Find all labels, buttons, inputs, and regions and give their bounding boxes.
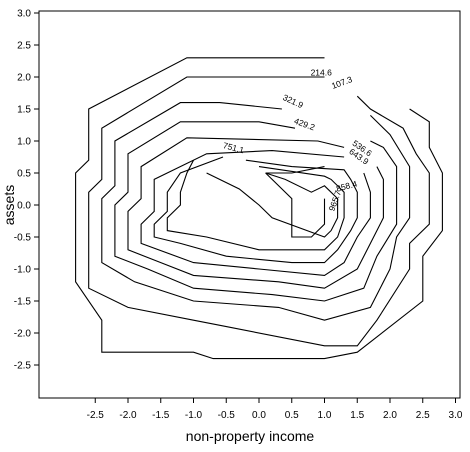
y-tick-label: -2.5: [14, 361, 32, 372]
contour-line: [153, 156, 358, 264]
y-tick-label: 2.5: [17, 41, 31, 52]
x-tick-label: 1.5: [350, 410, 364, 421]
y-tick-label: 0.5: [17, 169, 31, 180]
contour-line: [88, 76, 430, 347]
x-axis-ticks: -2.5 -2.0 -1.5 -1.0 -0.5 0.0 0.5 1.0 1.5 2.0 2.5 3.…: [87, 398, 463, 421]
contour-lines: [75, 57, 443, 360]
contour-line: [140, 150, 371, 276]
y-axis-ticks: 3.0 2.5 2.0 1.5 1.0 0.5 0.0 -0.5 -1.0 -1.5 -2.0 -2.…: [14, 9, 39, 372]
x-tick-label: -1.0: [185, 410, 203, 421]
contour-line: [114, 121, 398, 302]
x-tick-label: 3.0: [449, 410, 463, 421]
contour-level-label: 429.2: [293, 116, 317, 133]
x-tick-label: -2.5: [87, 410, 105, 421]
contour-level-label: 214.6: [311, 68, 333, 78]
y-tick-label: -1.0: [14, 265, 32, 276]
contour-line: [101, 102, 411, 321]
x-tick-label: 2.0: [383, 410, 397, 421]
y-tick-label: 3.0: [17, 9, 31, 20]
contour-level-label: 965.7: [326, 189, 343, 213]
contour-line: [127, 137, 384, 289]
y-tick-label: 1.0: [17, 137, 31, 148]
y-tick-label: -0.5: [14, 233, 32, 244]
contour-level-label: 321.9: [281, 92, 305, 110]
x-tick-label: -2.0: [119, 410, 137, 421]
contour-level-label: 107.3: [330, 74, 354, 91]
contour-line: [75, 57, 443, 360]
x-tick-label: 1.0: [318, 410, 332, 421]
y-axis-title: assets: [1, 185, 17, 225]
x-axis-title: non-property income: [186, 428, 315, 444]
y-tick-label: -1.5: [14, 297, 32, 308]
x-tick-label: -0.5: [218, 410, 236, 421]
x-tick-label: 0.5: [285, 410, 299, 421]
contour-line: [166, 159, 345, 251]
y-tick-label: 1.5: [17, 105, 31, 116]
contour-line: [206, 172, 339, 238]
x-tick-label: -1.5: [152, 410, 170, 421]
contour-line: [265, 172, 326, 238]
y-tick-label: -2.0: [14, 329, 32, 340]
contour-line: [265, 166, 325, 174]
y-tick-label: 2.0: [17, 73, 31, 84]
y-tick-label: 0.0: [17, 201, 31, 212]
x-tick-label: 2.5: [416, 410, 430, 421]
x-tick-label: 0.0: [252, 410, 266, 421]
